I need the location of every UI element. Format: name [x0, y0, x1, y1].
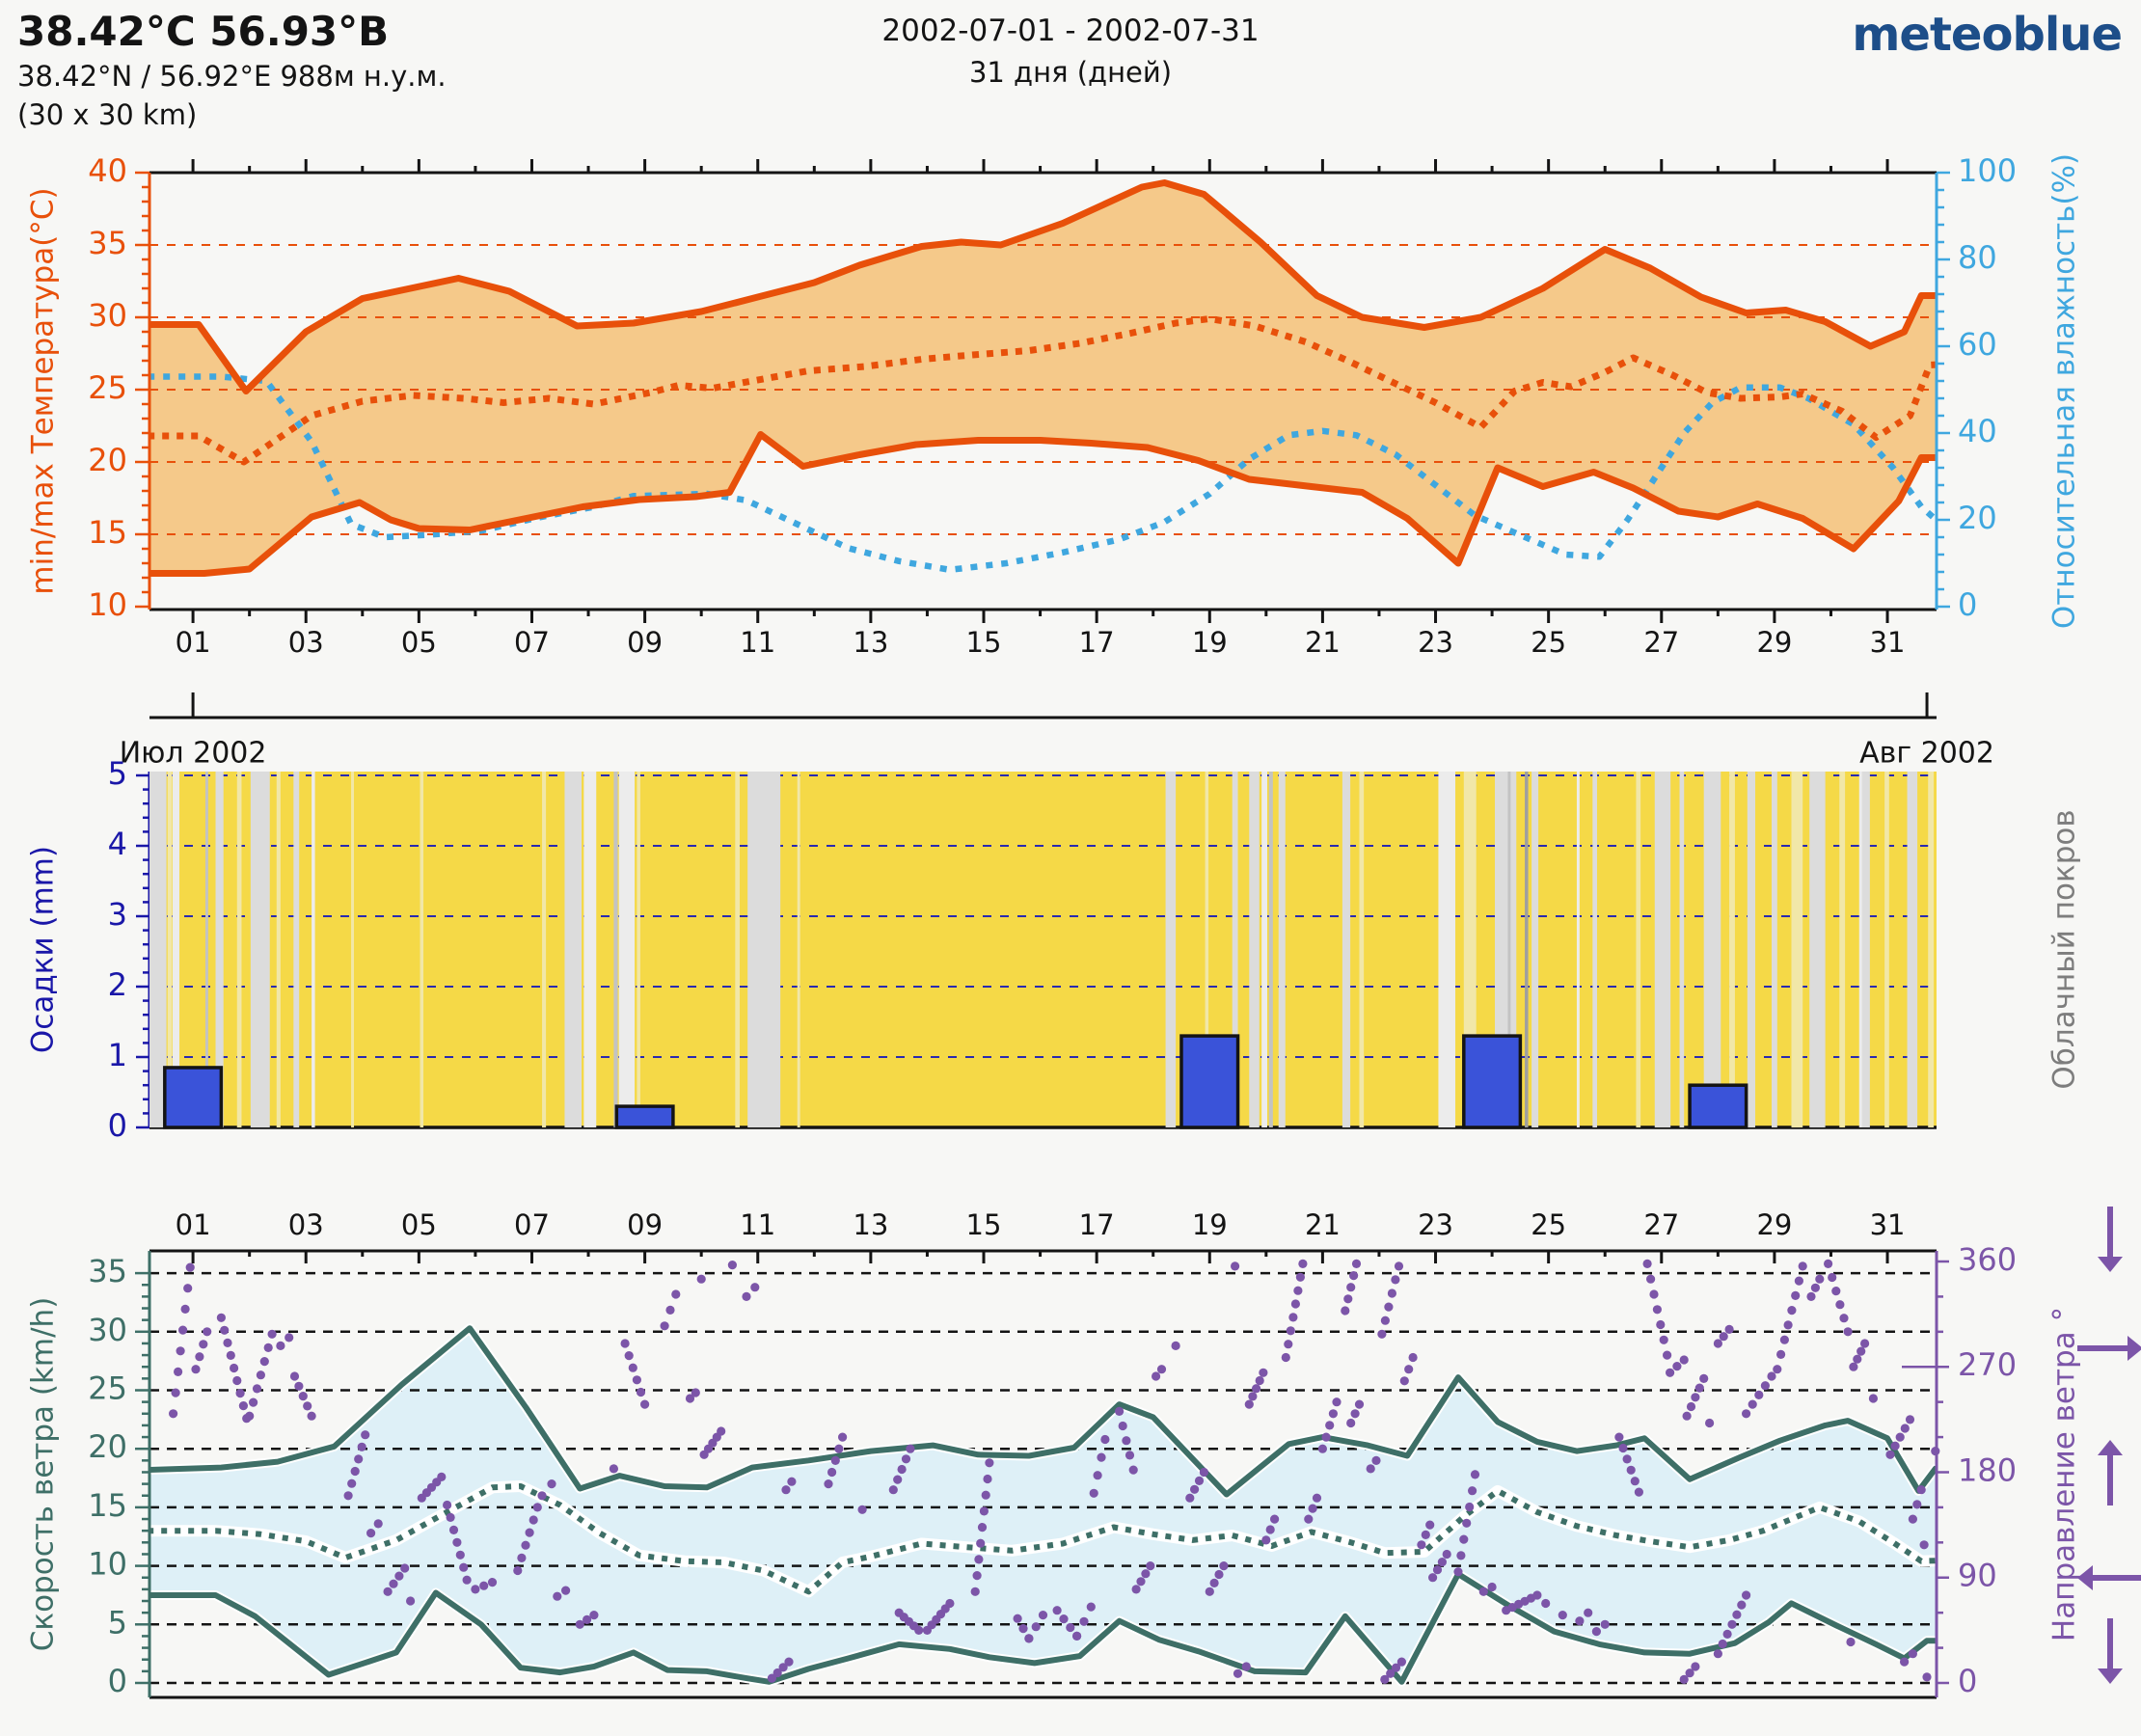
svg-text:25: 25 — [1531, 626, 1566, 659]
svg-text:10: 10 — [88, 586, 127, 623]
svg-text:13: 13 — [853, 1208, 888, 1241]
svg-text:20: 20 — [88, 1428, 127, 1465]
svg-text:17: 17 — [1079, 1208, 1115, 1241]
svg-text:Июл 2002: Июл 2002 — [120, 737, 267, 771]
svg-text:3: 3 — [108, 896, 127, 933]
svg-text:30: 30 — [88, 1312, 127, 1348]
svg-text:03: 03 — [288, 626, 324, 659]
svg-text:13: 13 — [853, 626, 888, 659]
svg-text:29: 29 — [1756, 626, 1792, 659]
precipitation-bar — [1179, 1034, 1240, 1129]
svg-text:270: 270 — [1958, 1346, 2017, 1383]
svg-text:19: 19 — [1192, 626, 1228, 659]
svg-text:25: 25 — [88, 1370, 127, 1407]
svg-text:15: 15 — [966, 1208, 1002, 1241]
svg-text:27: 27 — [1643, 1208, 1679, 1241]
svg-text:35: 35 — [88, 1253, 127, 1289]
svg-text:min/max Температура(°C): min/max Температура(°C) — [26, 187, 61, 594]
svg-text:09: 09 — [627, 1208, 663, 1241]
meteoblue-logo: meteoblue — [1852, 8, 2123, 62]
wind-minmax-band — [149, 1328, 1937, 1682]
month-axis: Июл 2002 Авг 2002 — [120, 692, 1994, 771]
svg-text:180: 180 — [1958, 1451, 2017, 1488]
south-wind-arrow-icon — [2098, 1440, 2123, 1505]
svg-text:Облачный покров: Облачный покров — [2047, 809, 2082, 1089]
svg-text:03: 03 — [288, 1208, 324, 1241]
wind-panel: 01 03 05 07 09 11 13 15 17 19 21 23 25 27 29 3105101520… — [26, 1208, 2082, 1699]
cloud-cover-stripes — [149, 772, 1935, 1127]
wind-direction-arrow-icons — [2077, 1207, 2141, 1684]
date-range: 2002-07-01 - 2002-07-31 — [881, 14, 1260, 48]
svg-text:20: 20 — [1958, 500, 1997, 536]
svg-text:11: 11 — [740, 1208, 775, 1241]
svg-text:01: 01 — [176, 626, 211, 659]
svg-text:5: 5 — [108, 1604, 127, 1641]
svg-text:20: 20 — [88, 442, 127, 478]
svg-text:31: 31 — [1870, 626, 1906, 659]
svg-text:Скорость ветра (km/h): Скорость ветра (km/h) — [26, 1297, 61, 1652]
svg-text:5: 5 — [108, 755, 127, 792]
temp-minmax-band — [149, 182, 1937, 574]
precipitation-bars — [163, 1034, 1748, 1129]
svg-text:10: 10 — [88, 1546, 127, 1583]
temperature-panel: 10 15 20 25 30 35 40 0 20 40 60 80 100 01 03 05 07 09 11 13… — [26, 152, 2082, 659]
svg-text:15: 15 — [88, 514, 127, 551]
east-wind-arrow-icon — [2077, 1565, 2141, 1590]
svg-text:21: 21 — [1305, 626, 1341, 659]
day-count: 31 дня (дней) — [968, 56, 1173, 89]
page-title: 38.42°С 56.93°В — [17, 8, 390, 55]
svg-text:0: 0 — [108, 1107, 127, 1144]
svg-text:40: 40 — [88, 152, 127, 189]
svg-text:17: 17 — [1079, 626, 1115, 659]
svg-text:21: 21 — [1305, 1208, 1341, 1241]
precipitation-bar — [163, 1066, 224, 1129]
svg-text:07: 07 — [514, 1208, 550, 1241]
page-grid-size: (30 x 30 km) — [17, 98, 198, 131]
svg-text:80: 80 — [1958, 239, 1997, 276]
svg-text:23: 23 — [1418, 626, 1453, 659]
svg-text:25: 25 — [88, 369, 127, 406]
svg-text:0: 0 — [1958, 1663, 1977, 1699]
svg-text:Направление ветра °: Направление ветра ° — [2047, 1307, 2082, 1641]
svg-text:05: 05 — [401, 1208, 437, 1241]
svg-text:25: 25 — [1531, 1208, 1566, 1241]
svg-text:2: 2 — [108, 966, 127, 1003]
svg-text:05: 05 — [401, 626, 437, 659]
svg-text:Относительная влажность(%): Относительная влажность(%) — [2047, 153, 2082, 629]
svg-text:90: 90 — [1958, 1558, 1997, 1594]
svg-text:0: 0 — [1958, 586, 1977, 623]
svg-text:15: 15 — [966, 626, 1002, 659]
west-wind-arrow-icon — [2077, 1336, 2141, 1361]
precipitation-bar — [614, 1104, 675, 1129]
north-wind-arrow-icon-2 — [2098, 1618, 2123, 1684]
svg-text:360: 360 — [1958, 1241, 2017, 1278]
svg-text:30: 30 — [88, 297, 127, 334]
svg-text:Осадки (mm): Осадки (mm) — [26, 846, 61, 1053]
precipitation-bar — [1688, 1083, 1748, 1129]
svg-text:29: 29 — [1756, 1208, 1792, 1241]
svg-text:15: 15 — [88, 1487, 127, 1524]
svg-text:40: 40 — [1958, 413, 1997, 449]
svg-text:0: 0 — [108, 1663, 127, 1699]
svg-text:11: 11 — [740, 626, 775, 659]
svg-text:01: 01 — [176, 1208, 211, 1241]
north-wind-arrow-icon — [2098, 1207, 2123, 1272]
svg-text:19: 19 — [1192, 1208, 1228, 1241]
svg-text:60: 60 — [1958, 326, 1997, 363]
svg-text:35: 35 — [88, 225, 127, 261]
svg-text:4: 4 — [108, 826, 127, 862]
precipitation-bar — [1462, 1034, 1523, 1129]
svg-text:23: 23 — [1418, 1208, 1453, 1241]
page-coordinates: 38.42°N / 56.92°E 988м н.у.м. — [17, 60, 447, 93]
svg-text:09: 09 — [627, 626, 663, 659]
svg-text:1: 1 — [108, 1037, 127, 1073]
wind-direction-dots — [169, 1259, 1940, 1684]
svg-text:31: 31 — [1870, 1208, 1906, 1241]
svg-text:27: 27 — [1643, 626, 1679, 659]
svg-text:Авг 2002: Авг 2002 — [1859, 737, 1994, 771]
svg-text:07: 07 — [514, 626, 550, 659]
svg-text:100: 100 — [1958, 152, 2017, 189]
